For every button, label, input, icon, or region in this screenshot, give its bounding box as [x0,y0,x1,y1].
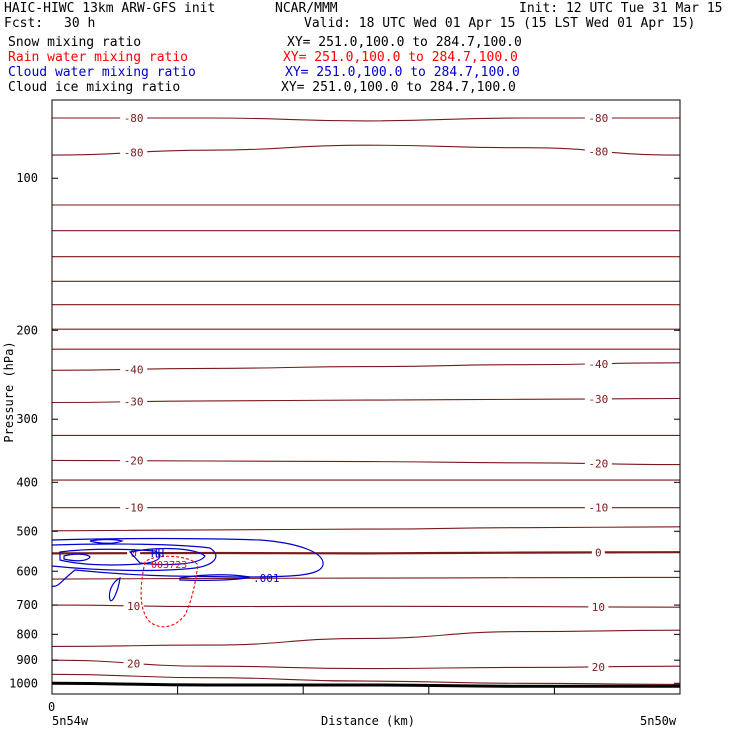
temperature-label-bg-14-0 [120,501,148,514]
cloud-water-max-label: HH [151,547,164,560]
temperature-label-16-0: 0 [130,547,137,560]
temperature-contour-10 [51,397,681,404]
temperature-label-12-0: -20 [124,455,144,468]
legend-cloudwater-name: Cloud water mixing ratio [8,65,196,80]
y-tick-label-100: 100 [16,171,38,185]
legend-snow-xy: XY= 251.0,100.0 to 284.7,100.0 [287,35,522,50]
temperature-label-bg-12-0 [120,454,148,467]
temperature-label-bg-16-1 [591,546,605,559]
legend-rain-xy: XY= 251.0,100.0 to 284.7,100.0 [283,50,518,65]
temperature-label-bg-12-1 [584,457,612,470]
temperature-contour-21 [51,673,681,685]
temperature-contour-18 [51,604,681,608]
valid-time: Valid: 18 UTC Wed 01 Apr 15 (15 LST Wed … [304,16,696,31]
temperature-label-20-0: 20 [127,657,140,670]
cloud-water-contour-8 [89,538,124,544]
cloud-water-contour-4 [63,553,91,562]
temperature-label-bg-18-1 [588,600,609,613]
y-tick-label-200: 200 [16,323,38,337]
temperature-contour-20 [51,659,681,670]
y-tick-label-1000: 1000 [9,676,38,690]
legend-cloudice-xy: XY= 251.0,100.0 to 284.7,100.0 [281,80,516,95]
temperature-label-14-0: -10 [124,502,144,515]
legend-snow-name: Snow mixing ratio [8,35,142,50]
temperature-label-9-1: -40 [588,358,608,371]
temperature-contour-1 [51,144,681,156]
y-tick-label-500: 500 [16,524,38,538]
y-tick-label-900: 900 [16,653,38,667]
x-axis-label: Distance (km) [321,714,415,728]
temperature-contour-19 [51,629,681,647]
org-label: NCAR/MMM [275,1,338,16]
legend-cloudice-name: Cloud ice mixing ratio [8,80,181,95]
cloud-water-contours [51,537,324,602]
temperature-label-1-1: -80 [588,145,608,158]
temperature-label-9-0: -40 [124,363,144,376]
temperature-label-bg-0-1 [584,112,612,125]
temperature-label-bg-1-1 [584,145,612,158]
model-title: HAIC-HIWC 13km ARW-GFS init [4,1,216,16]
y-tick-label-700: 700 [16,598,38,612]
y-axis-label: Pressure (hPa) [2,341,16,442]
y-tick-label-600: 600 [16,564,38,578]
rain-water-contour [140,555,199,628]
temperature-contour-15 [51,526,681,532]
x-end-label-left: 5n54w [52,714,89,728]
y-tick-label-800: 800 [16,627,38,641]
y-tick-label-400: 400 [16,475,38,489]
temperature-label-16-1: 0 [595,546,602,559]
temperature-label-10-0: -30 [124,396,144,409]
legend-cloudwater-xy: XY= 251.0,100.0 to 284.7,100.0 [285,65,520,80]
temperature-label-20-1: 20 [592,661,605,674]
cloud-water-contour-2 [51,543,217,572]
temperature-contour-16 [51,551,681,555]
temperature-label-18-1: 10 [592,601,605,614]
cloud-water-contour-6 [108,576,121,602]
x-end-label-right: 5n50w [640,714,677,728]
temperature-label-bg-18-0 [123,599,144,612]
temperature-label-bg-0-0 [120,112,148,125]
forecast-label: Fcst: [4,16,44,31]
temperature-label-bg-20-0 [123,657,144,670]
temperature-contour-17 [51,576,681,580]
y-tick-label-300: 300 [16,412,38,426]
x-tick-label-0: 0 [48,700,55,714]
forecast-hour: 30 h [64,16,96,31]
init-time: Init: 12 UTC Tue 31 Mar 15 [519,1,723,16]
temperature-contour-0 [52,117,680,122]
cloud-water-max-value: 003723 [151,560,187,571]
temperature-label-bg-20-1 [588,660,609,673]
temperature-label-bg-1-0 [120,146,148,159]
plot-frame [51,99,681,695]
temperature-label-bg-10-0 [120,395,148,408]
cloud-water-contour-outer [51,537,324,587]
temperature-label-12-1: -20 [588,458,608,471]
temperature-label-10-1: -30 [588,393,608,406]
temperature-label-bg-9-1 [584,357,612,370]
temperature-label-18-0: 10 [127,600,140,613]
temperature-label-bg-9-0 [120,363,148,376]
cloud-water-contour-3 [59,548,161,566]
temperature-label-bg-10-1 [584,392,612,405]
rain-water-contours [140,555,199,628]
temperature-label-0-1: -80 [588,112,608,125]
terrain-line [51,681,680,688]
temperature-label-14-1: -10 [588,502,608,515]
cloud-water-contour-5 [128,547,206,566]
temperature-label-1-0: -80 [124,147,144,160]
temperature-contour-12 [51,459,681,466]
legend-rain-name: Rain water mixing ratio [8,50,189,65]
cloud-water-contour-label: .001 [253,572,280,585]
cloud-water-contour-7 [179,574,251,581]
temperature-contour-9 [51,362,681,371]
temperature-label-bg-14-1 [584,501,612,514]
temperature-label-0-0: -80 [124,112,144,125]
